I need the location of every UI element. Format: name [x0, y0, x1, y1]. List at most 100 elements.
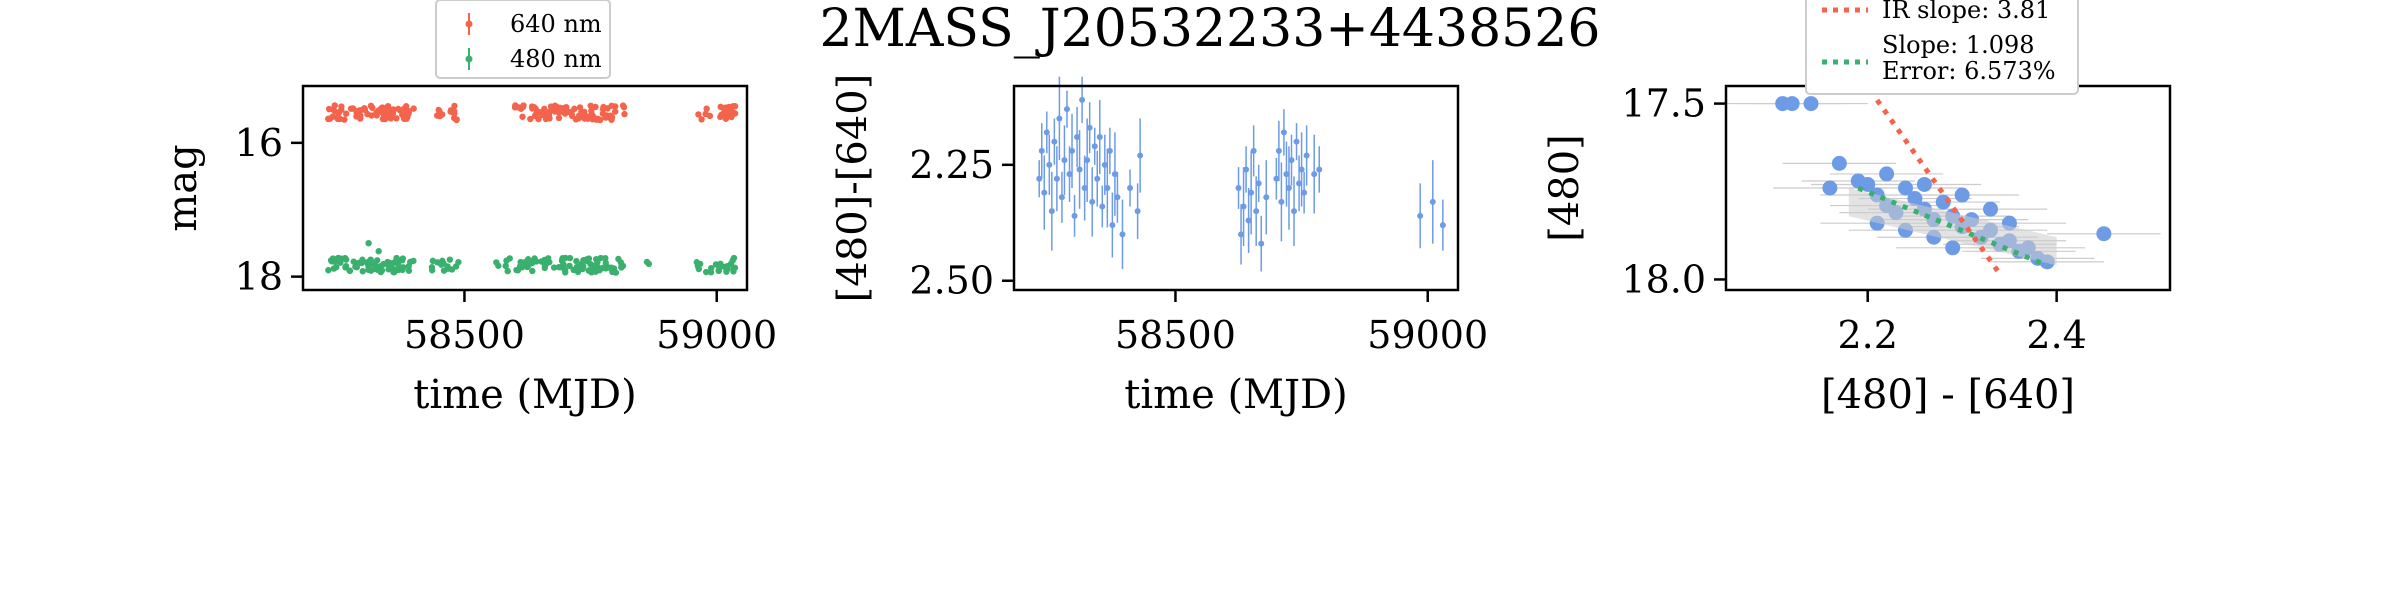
- color-curve-point: [1235, 185, 1242, 191]
- legend-label-slope: Slope: 1.098 Error: 6.573%: [1882, 31, 2056, 85]
- color-curve-point: [1056, 115, 1063, 122]
- light-curve-point: [365, 239, 372, 247]
- light-curve-point: [335, 109, 342, 116]
- light-curve-point: [550, 264, 558, 271]
- light-curve-point: [428, 267, 436, 274]
- light-curve-point: [367, 258, 375, 265]
- color-curve-point: [1275, 147, 1282, 154]
- light-curve-point: [717, 103, 724, 111]
- light-curve-point: [435, 106, 442, 114]
- light-curve-point: [342, 110, 350, 117]
- light-curve-point: [602, 114, 609, 121]
- light-curve-point: [400, 115, 408, 122]
- light-curve-point: [722, 115, 730, 122]
- color-curve-point: [1137, 152, 1144, 159]
- color-curve-point: [1076, 166, 1083, 173]
- light-curve-point: [590, 113, 597, 120]
- light-curve-point: [708, 264, 715, 272]
- color-curve-point: [1285, 185, 1292, 191]
- color-curve-point: [1293, 138, 1300, 145]
- color-magnitude-point: [1907, 191, 1923, 207]
- color-curve-point: [1106, 147, 1113, 154]
- color-curve-point: [1429, 198, 1436, 205]
- light-curve-point: [608, 264, 615, 271]
- color-magnitude-data: [1726, 96, 2161, 276]
- color-curve-axes-frame: [1012, 84, 1460, 292]
- light-curve-point: [331, 102, 338, 109]
- light-curve-ticks: 58500 59000 16 18: [235, 121, 778, 357]
- color-curve-point: [1084, 157, 1091, 164]
- light-curve-point: [393, 266, 400, 274]
- color-magnitude-point: [2096, 226, 2112, 242]
- color-curve-point: [1109, 222, 1116, 229]
- light-curve-point: [346, 267, 354, 275]
- light-curve-point: [695, 265, 702, 273]
- light-curve-point: [529, 103, 536, 111]
- legend-marker-480nm: [465, 48, 473, 70]
- light-curve-point: [620, 104, 628, 111]
- color-magnitude-point: [1784, 96, 1800, 112]
- light-curve-point: [400, 105, 408, 113]
- light-curve-point: [495, 262, 502, 269]
- color-curve-point: [1134, 208, 1141, 215]
- light-curve-point: [359, 268, 366, 275]
- light-curve-point: [342, 262, 350, 270]
- light-curve-point: [359, 256, 366, 263]
- light-curve-point: [353, 264, 361, 271]
- light-curve-point: [447, 108, 454, 115]
- light-curve-point: [386, 259, 393, 266]
- light-curve-point: [535, 115, 542, 123]
- color-magnitude-point: [1945, 240, 1961, 256]
- color-curve-point: [1048, 208, 1055, 215]
- light-curve-point: [621, 110, 628, 118]
- light-curve-point: [730, 268, 737, 275]
- color-magnitude-point: [1879, 166, 1895, 182]
- light-curve-point: [334, 115, 341, 123]
- color-curve-point: [1243, 166, 1250, 173]
- color-curve-point: [1119, 231, 1126, 238]
- light-curve-point: [612, 108, 619, 115]
- light-curve-point: [570, 266, 577, 274]
- color-magnitude-legend: IR slope: 3.81 Slope: 1.098 Error: 6.573…: [1805, 0, 2079, 95]
- light-curve-point: [504, 267, 511, 275]
- light-curve-point: [329, 113, 336, 120]
- light-curve-point: [511, 104, 519, 111]
- color-curve-point: [1051, 138, 1058, 145]
- light-curve-point: [555, 114, 563, 122]
- light-curve-point: [325, 105, 333, 113]
- light-curve-point: [595, 264, 602, 272]
- color-curve-point: [1316, 166, 1323, 173]
- color-curve-point: [1280, 129, 1287, 136]
- light-curve-point: [731, 103, 739, 110]
- light-curve-point: [583, 256, 590, 263]
- color-curve-y-tick-label: 2.50: [909, 259, 994, 303]
- light-curve-point: [518, 262, 525, 269]
- light-curve-point: [562, 254, 569, 262]
- light-curve-point: [453, 116, 460, 124]
- light-curve-data: [325, 102, 739, 276]
- light-curve-point: [530, 257, 537, 264]
- light-curve-point: [429, 257, 437, 265]
- color-curve-point: [1053, 175, 1060, 182]
- light-curve-point: [563, 103, 570, 111]
- light-curve-point: [592, 103, 599, 111]
- light-curve-point: [602, 254, 609, 262]
- light-curve-point: [375, 248, 382, 255]
- light-curve-point: [410, 105, 417, 112]
- fit-slope-line: [1857, 185, 2049, 268]
- light-curve-point: [385, 112, 392, 120]
- light-curve-point: [702, 110, 709, 118]
- legend-box: [435, 0, 611, 79]
- color-magnitude-ticks: 2.2 2.4 17.5 18.0: [1621, 82, 2086, 357]
- light-curve-point: [619, 262, 627, 270]
- light-curve-point: [541, 264, 548, 272]
- light-curve-point: [715, 267, 722, 274]
- color-curve-point: [1101, 161, 1108, 168]
- color-curve-point: [1263, 194, 1270, 201]
- color-curve-y-tick-label: 2.25: [909, 143, 994, 187]
- light-curve-point: [438, 111, 446, 118]
- light-curve-point: [587, 260, 594, 268]
- light-curve-point: [367, 102, 375, 110]
- color-curve-panel: 58500 59000 2.25 2.50 time (MJD) [480]-[640…: [830, 74, 1488, 418]
- light-curve-point: [451, 102, 458, 110]
